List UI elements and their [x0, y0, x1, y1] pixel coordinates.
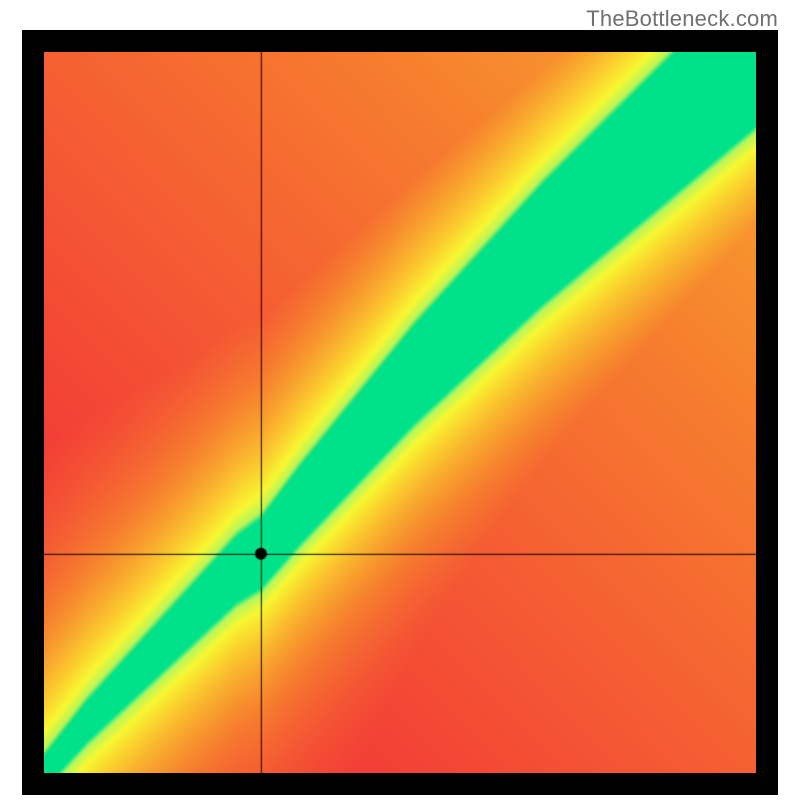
bottleneck-heatmap [44, 52, 756, 773]
watermark-text: TheBottleneck.com [586, 6, 778, 32]
chart-container: TheBottleneck.com [0, 0, 800, 800]
frame-top [22, 30, 778, 52]
frame-bottom [22, 773, 778, 795]
frame-right [756, 30, 778, 795]
frame-left [22, 30, 44, 795]
